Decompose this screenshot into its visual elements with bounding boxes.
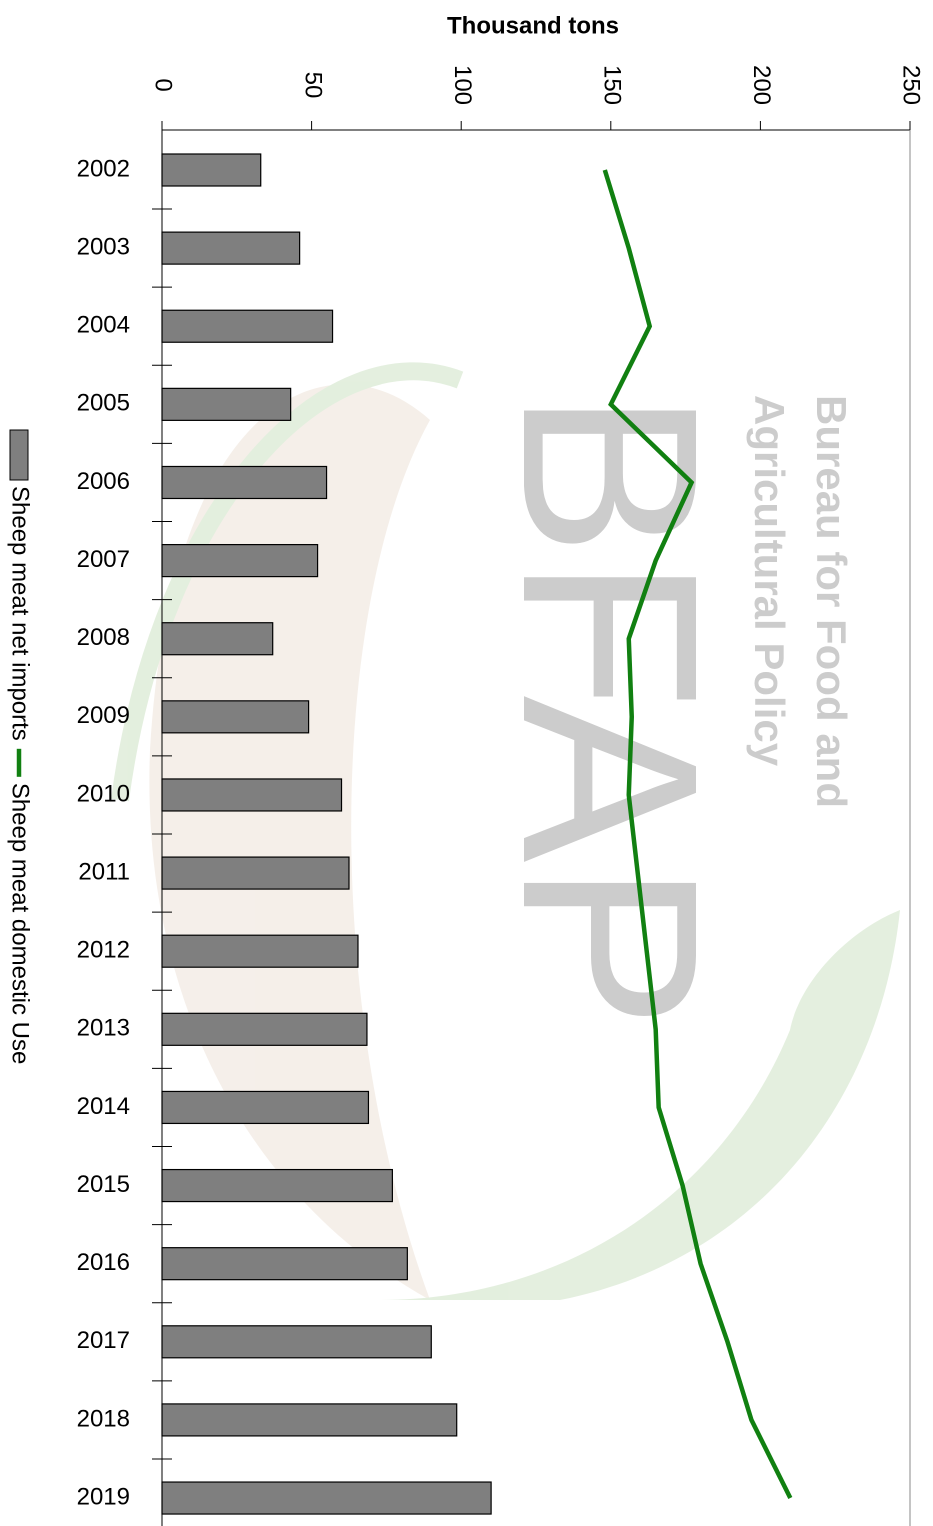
y-tick-label: 2003 xyxy=(77,233,130,260)
x-tick-label: 50 xyxy=(299,72,326,99)
legend-label: Sheep meat net imports xyxy=(7,486,34,741)
bar xyxy=(162,1404,457,1436)
bar xyxy=(162,1170,392,1202)
bar xyxy=(162,1013,367,1045)
bar xyxy=(162,779,342,811)
x-tick-label: 0 xyxy=(150,78,177,91)
y-tick-label: 2002 xyxy=(77,155,130,182)
watermark-logo: BFAP xyxy=(471,390,750,1029)
bar xyxy=(162,623,273,655)
bar xyxy=(162,857,349,889)
bar xyxy=(162,466,327,498)
y-tick-label: 2015 xyxy=(77,1171,130,1198)
y-tick-label: 2006 xyxy=(77,468,130,495)
y-tick-label: 2012 xyxy=(77,937,130,964)
legend-label: Sheep meat domestic Use xyxy=(7,783,34,1064)
bar xyxy=(162,701,309,733)
bar xyxy=(162,1091,368,1123)
bar xyxy=(162,232,300,264)
chart: Thousand tons BFAP Bureau for Food and Agr… xyxy=(0,0,933,1526)
bar xyxy=(162,388,291,420)
legend: Sheep meat net imports Sheep meat domesti… xyxy=(7,430,34,1064)
y-tick-label: 2019 xyxy=(77,1483,130,1510)
y-tick-label: 2018 xyxy=(77,1405,130,1432)
y-tick-label: 2011 xyxy=(78,858,130,885)
x-tick-label: 250 xyxy=(898,65,925,105)
y-tick-label: 2016 xyxy=(77,1249,130,1276)
y-tick-label: 2005 xyxy=(77,390,130,417)
watermark-text: BFAP Bureau for Food and Agricultural Poli… xyxy=(471,390,855,1029)
y-tick-label: 2017 xyxy=(77,1327,130,1354)
watermark-line: Agricultural Policy xyxy=(746,395,793,767)
bar xyxy=(162,154,261,186)
y-tick-label: 2010 xyxy=(77,780,130,807)
y-tick-label: 2008 xyxy=(77,624,130,651)
axis-title: Thousand tons xyxy=(447,12,619,39)
y-tick-label: 2004 xyxy=(77,312,130,339)
bar xyxy=(162,1326,431,1358)
x-tick-label: 100 xyxy=(449,65,476,105)
legend-swatch xyxy=(10,430,28,480)
y-tick-label: 2013 xyxy=(77,1015,130,1042)
y-tick-label: 2007 xyxy=(77,546,130,573)
bar xyxy=(162,545,318,577)
x-tick-label: 200 xyxy=(748,65,775,105)
y-tick-label: 2009 xyxy=(77,702,130,729)
x-tick-label: 150 xyxy=(598,65,625,105)
bar xyxy=(162,935,358,967)
bar xyxy=(162,1248,407,1280)
bar xyxy=(162,1482,491,1514)
watermark-line: Bureau for Food and xyxy=(808,395,855,808)
watermark-leaf xyxy=(149,384,430,1300)
y-tick-label: 2014 xyxy=(77,1093,130,1120)
bar xyxy=(162,310,333,342)
